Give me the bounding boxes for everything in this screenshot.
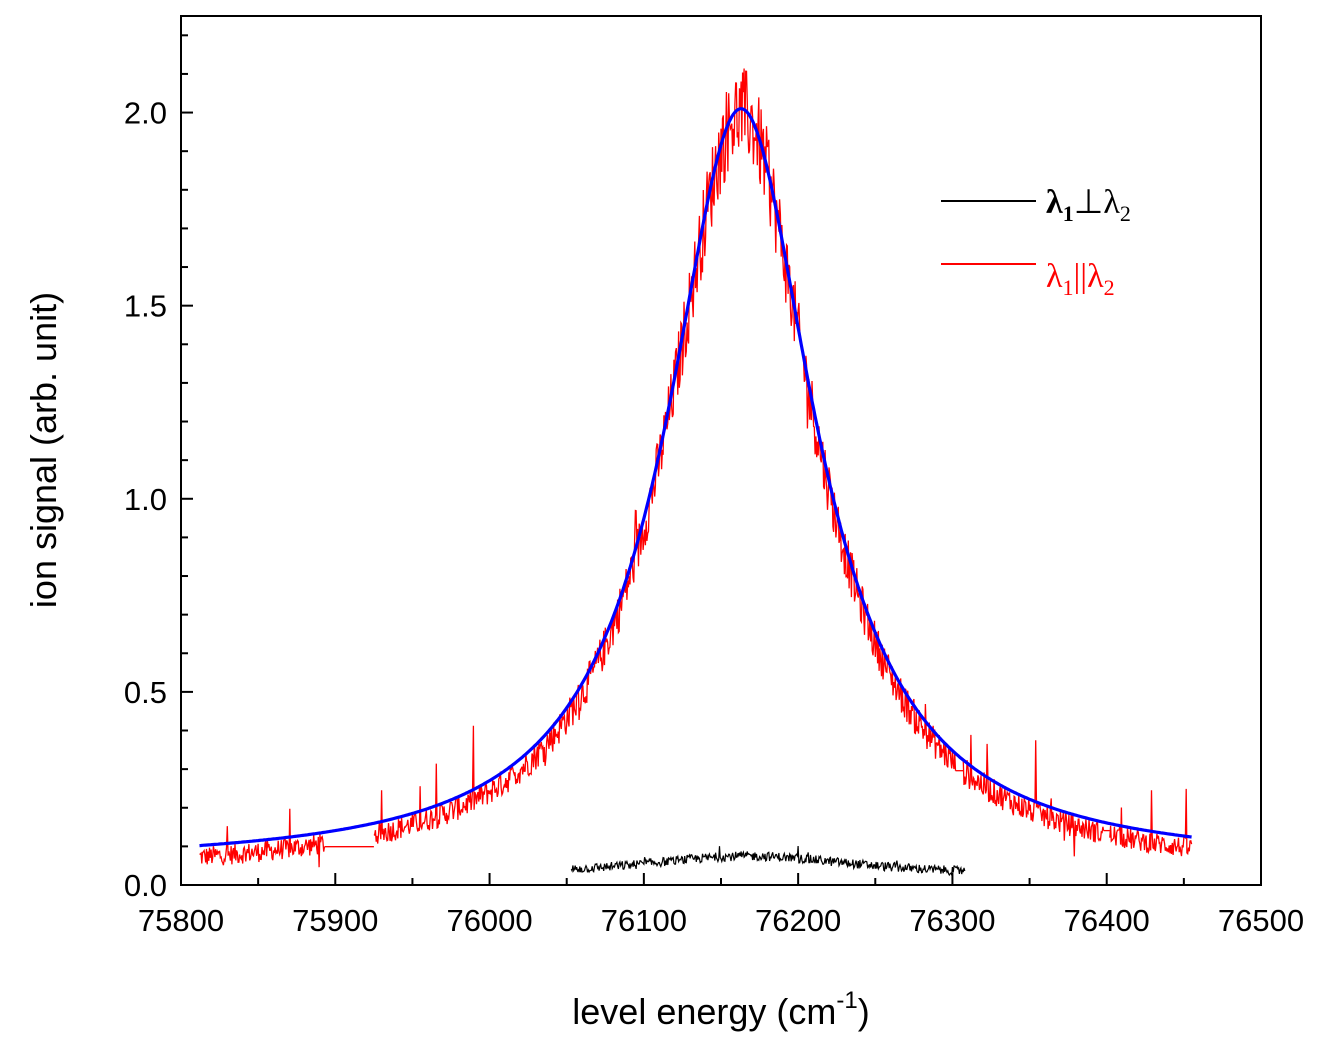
x-axis-title: level energy (cm-1) <box>572 987 869 1032</box>
x-tick-label: 76100 <box>601 903 687 938</box>
legend-label-perpendicular: λ1⊥λ2 <box>1046 184 1131 226</box>
legend-label-parallel: λ1||λ2 <box>1046 258 1115 300</box>
x-tick-label: 76300 <box>909 903 995 938</box>
x-tick-label: 76500 <box>1218 903 1304 938</box>
y-tick-label: 2.0 <box>124 96 167 131</box>
series-parallel-line <box>962 734 1105 857</box>
y-tick-label: 0.5 <box>124 675 167 710</box>
tick-layer: 75800 75900 76000 76100 76200 76300 76400 76500… <box>124 34 1304 938</box>
series-parallel-line <box>1109 788 1193 857</box>
y-axis-title: ion signal (arb. unit) <box>23 292 64 608</box>
series-parallel-line <box>199 808 326 868</box>
series-perpendicular-line <box>570 845 966 878</box>
x-tick-label: 75800 <box>138 903 224 938</box>
y-tick-label: 1.5 <box>124 289 167 324</box>
x-tick-label: 76000 <box>446 903 532 938</box>
x-tick-label: 75900 <box>292 903 378 938</box>
legend: λ1⊥λ2 λ1||λ2 <box>941 184 1131 300</box>
x-tick-label: 76200 <box>755 903 841 938</box>
y-tick-label: 0.0 <box>124 868 167 903</box>
series-layer <box>199 68 1193 878</box>
x-tick-label: 76400 <box>1064 903 1150 938</box>
series-fit-line <box>199 107 1192 848</box>
y-tick-label: 1.0 <box>124 482 167 517</box>
